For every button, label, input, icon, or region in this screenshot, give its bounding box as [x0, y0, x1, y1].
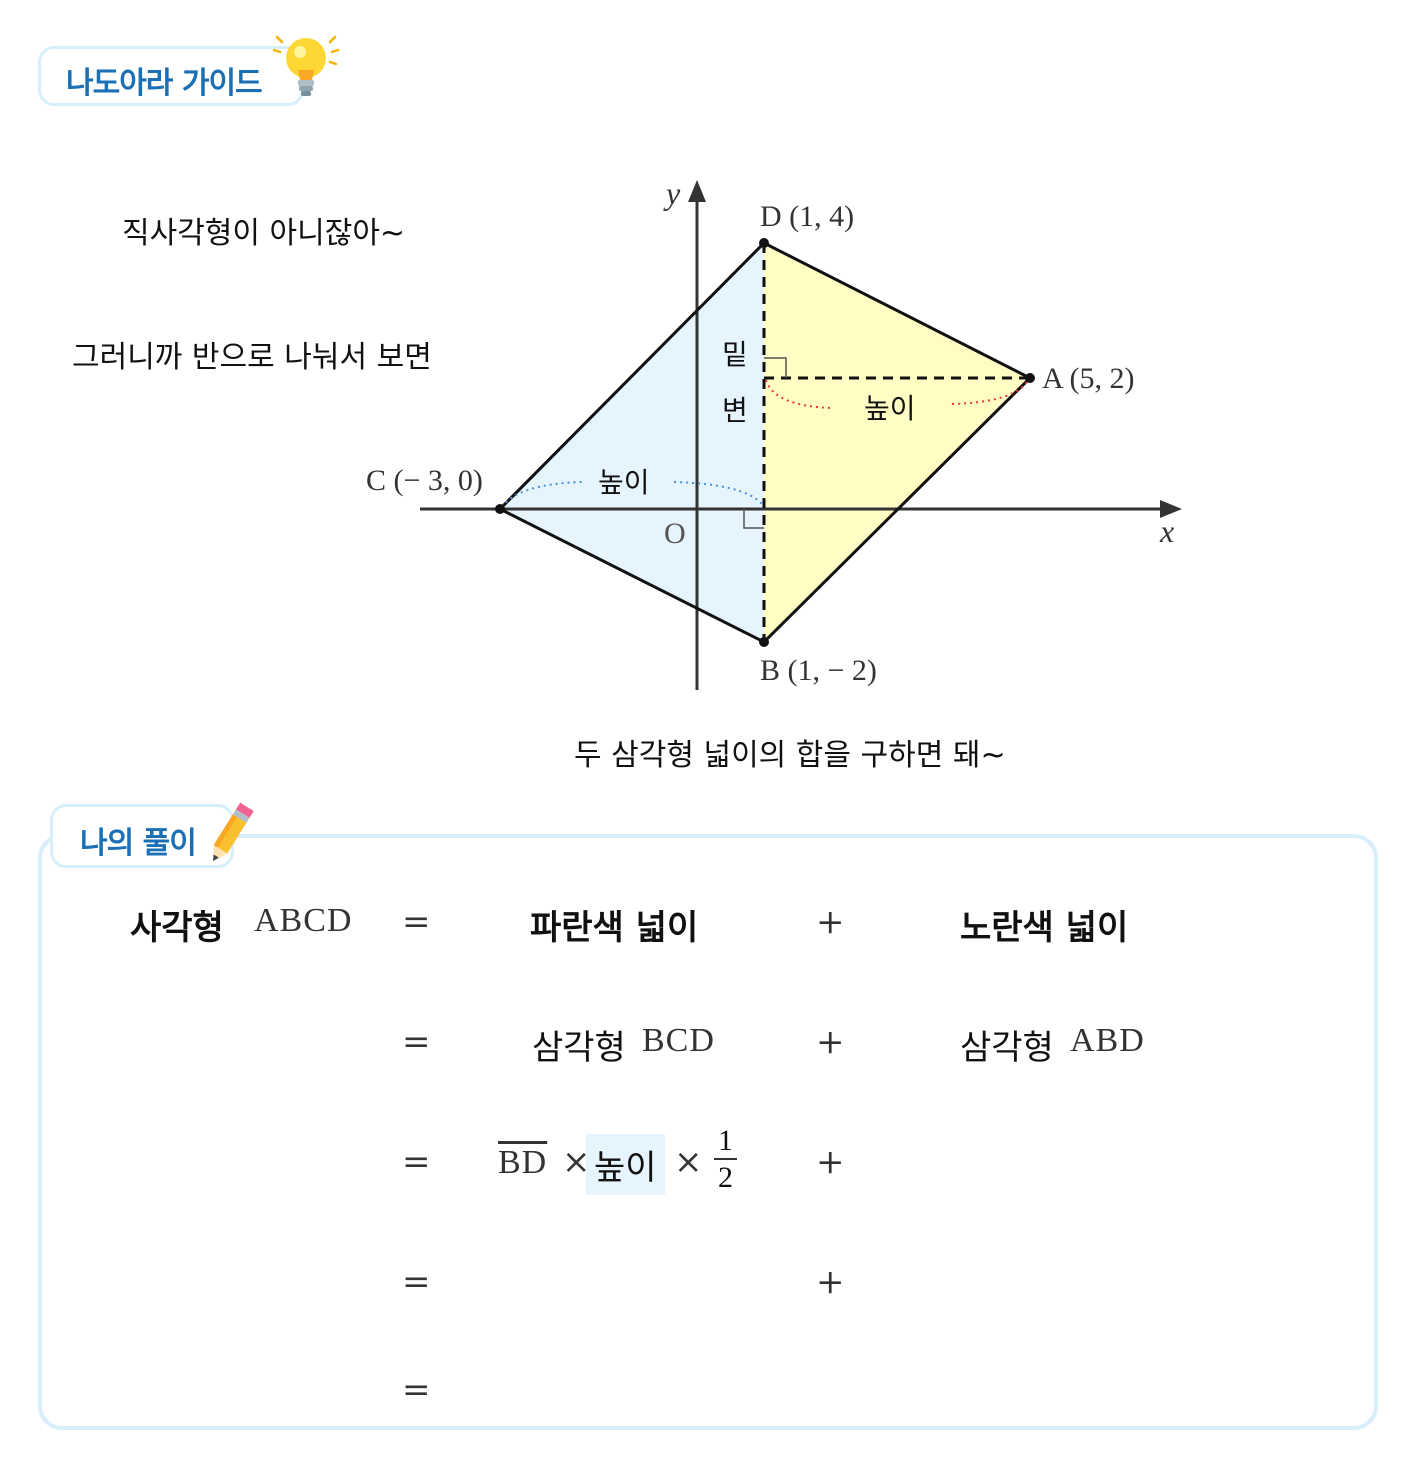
- base-label-top: 밑: [722, 338, 748, 371]
- guide-tab: [38, 46, 304, 106]
- lightbulb-icon: [272, 35, 340, 96]
- row2-equals: =: [402, 1022, 431, 1062]
- point-d-label: D (1, 4): [760, 200, 854, 233]
- coordinate-diagram: y x O D (1, 4) A (5, 2) B (1, − 2) C (− …: [366, 175, 1182, 690]
- row1-yellow-area: 노란색 넓이: [960, 908, 1129, 948]
- right-angle-mark-top: [764, 357, 787, 378]
- guide-title: 나도아라 가이드: [66, 66, 263, 101]
- fraction-numerator: 1: [714, 1124, 737, 1160]
- point-d: [759, 238, 769, 248]
- x-axis-arrow: [1160, 500, 1182, 518]
- point-c: [495, 504, 505, 514]
- row3-times-1: ×: [562, 1142, 591, 1182]
- row2-left-bcd: BCD: [642, 1022, 715, 1059]
- point-b-label: B (1, − 2): [760, 654, 877, 687]
- x-axis-label: x: [1159, 513, 1174, 549]
- solution-title: 나의 풀이: [80, 826, 197, 861]
- point-c-label: C (− 3, 0): [366, 464, 483, 497]
- point-b: [759, 637, 769, 647]
- height-label-right: 높이: [864, 392, 916, 425]
- point-a-label: A (5, 2): [1042, 362, 1135, 395]
- row2-right-korean: 삼각형: [960, 1028, 1054, 1068]
- y-axis-arrow: [688, 180, 706, 202]
- origin-label: O: [664, 517, 686, 550]
- height-label-left: 높이: [598, 466, 650, 499]
- row3-fraction-half: 1 2: [714, 1124, 737, 1196]
- row5-equals: =: [402, 1370, 431, 1410]
- row1-equals: =: [402, 902, 431, 942]
- right-angle-mark-bottom: [743, 509, 764, 529]
- solution-box: [38, 834, 1378, 1430]
- row3-segment-bd: BD: [498, 1144, 548, 1181]
- row3-times-2: ×: [674, 1142, 703, 1182]
- row2-right-abd: ABD: [1070, 1022, 1145, 1059]
- height-curve-blue-right: [673, 481, 763, 505]
- fraction-denominator: 2: [718, 1161, 733, 1194]
- row3-height-highlight: 높이: [586, 1134, 665, 1195]
- row1-plus: +: [816, 902, 845, 942]
- triangle-bcd: [500, 243, 764, 642]
- row1-lhs-abcd: ABCD: [254, 902, 353, 939]
- base-label-bottom: 변: [722, 394, 748, 427]
- row2-left-korean: 삼각형: [532, 1028, 626, 1068]
- note-not-rectangle: 직사각형이 아니잖아~: [122, 216, 406, 251]
- height-curve-red-right: [951, 379, 1029, 405]
- row3-plus: +: [816, 1142, 845, 1182]
- note-split-in-half: 그러니까 반으로 나눠서 보면: [72, 340, 432, 375]
- row1-lhs-korean: 사각형: [130, 908, 224, 948]
- row3-equals: =: [402, 1142, 431, 1182]
- row4-equals: =: [402, 1262, 431, 1302]
- y-axis-label: y: [663, 175, 681, 211]
- row1-blue-area: 파란색 넓이: [530, 908, 699, 948]
- note-sum-of-triangles: 두 삼각형 넓이의 합을 구하면 돼~: [574, 738, 1006, 773]
- row2-plus: +: [816, 1022, 845, 1062]
- pencil-icon: [213, 802, 254, 862]
- triangle-abd: [764, 243, 1030, 642]
- row4-plus: +: [816, 1262, 845, 1302]
- point-a: [1025, 373, 1035, 383]
